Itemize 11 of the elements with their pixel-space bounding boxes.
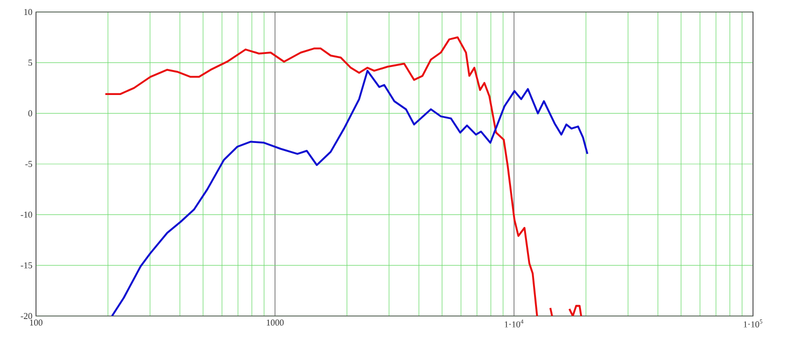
y-tick-label: -20 — [20, 312, 32, 320]
y-tick-label: 0 — [28, 110, 32, 116]
y-tick-label: -10 — [20, 212, 32, 218]
x-tick-label: 1·10$^{5}$ — [744, 320, 762, 328]
x-tick-label: 1000 — [266, 320, 284, 326]
x-tick-label: 1·10$^{4}$ — [504, 320, 524, 328]
y-tick-label: 5 — [28, 60, 32, 66]
y-tick-label: 10 — [24, 8, 32, 16]
y-tick-label: -15 — [20, 262, 32, 268]
x-tick-label: 100 — [30, 320, 42, 326]
y-tick-label: -5 — [25, 161, 32, 167]
